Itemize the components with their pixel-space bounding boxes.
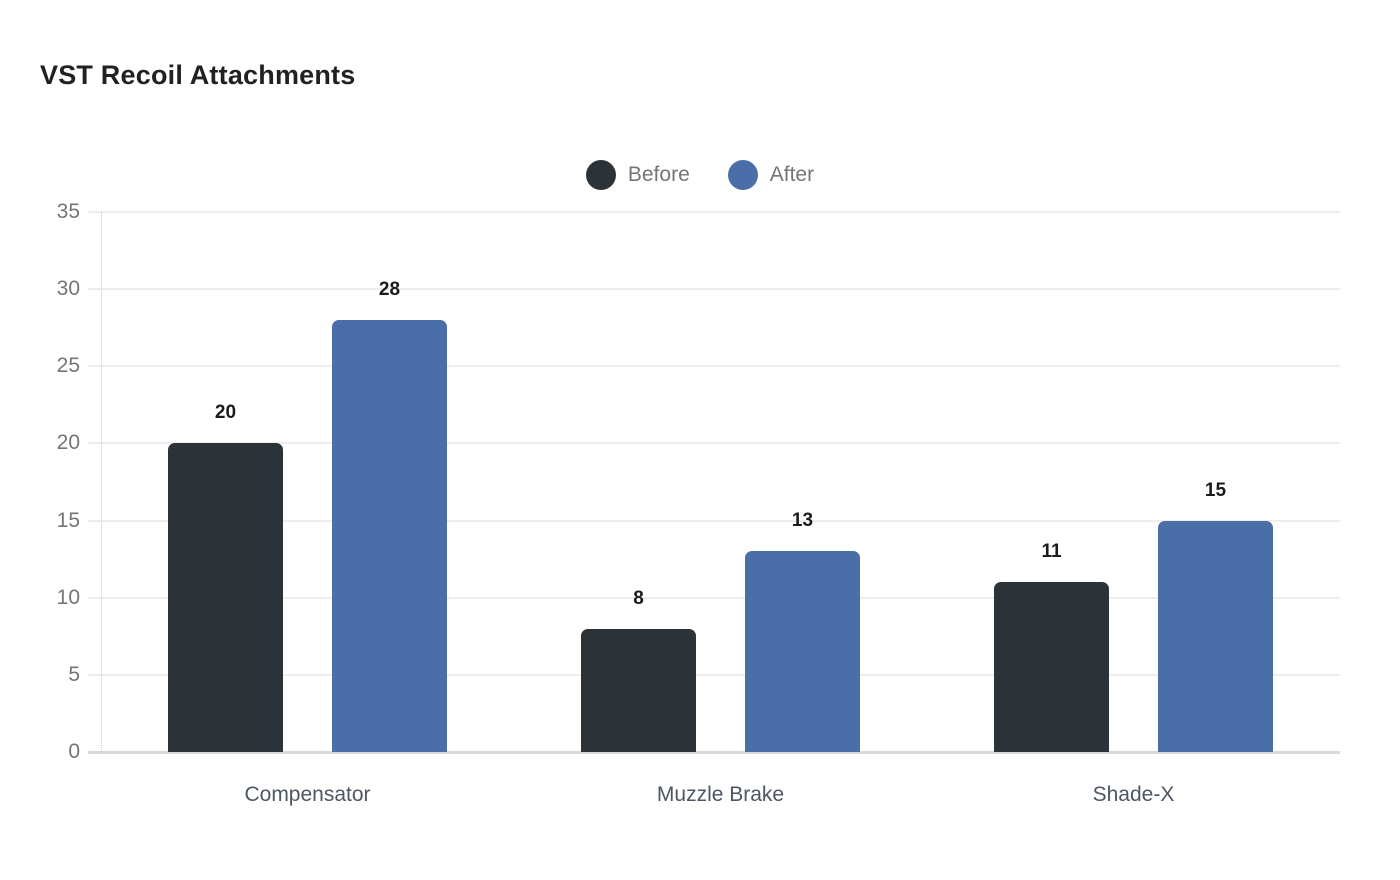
gridline-y-35 (88, 211, 1340, 213)
bar-before-shade-x (994, 582, 1109, 752)
y-tick-label-25: 25 (56, 354, 80, 378)
gridline-y-5 (88, 673, 1340, 676)
legend-label-before: Before (627, 163, 690, 186)
value-label-before-shade-x: 11 (1041, 541, 1062, 563)
chart-title: VST Recoil Attachments (40, 60, 356, 90)
value-label-before-muzzle-brake: 8 (633, 587, 644, 609)
bar-before-muzzle-brake (581, 628, 696, 752)
legend-item-after[interactable]: After (727, 160, 815, 190)
y-tick-label-30: 30 (56, 277, 80, 301)
bar-after-compensator (332, 320, 447, 752)
bar-before-compensator (168, 443, 283, 752)
legend-marker-before-icon (585, 160, 616, 190)
value-label-after-shade-x: 15 (1204, 479, 1227, 501)
gridline-y-25 (88, 365, 1340, 368)
value-label-after-compensator: 28 (378, 279, 401, 300)
bar-after-muzzle-brake (745, 551, 860, 752)
category-label-muzzle-brake: Muzzle Brake (656, 783, 785, 806)
legend-label-after: After (769, 163, 815, 186)
legend-item-before[interactable]: Before (585, 160, 690, 190)
value-label-before-compensator: 20 (214, 402, 237, 424)
legend-marker-after-icon (727, 160, 758, 190)
y-tick-label-15: 15 (56, 508, 80, 532)
bar-after-shade-x (1158, 520, 1273, 752)
category-label-shade-x: Shade-X (1092, 783, 1175, 806)
value-label-after-muzzle-brake: 13 (791, 510, 814, 532)
gridline-y-20 (88, 442, 1340, 445)
gridline-y-30 (88, 288, 1340, 291)
y-tick-label-10: 10 (56, 585, 80, 609)
y-tick-label-0: 0 (68, 740, 80, 763)
gridline-y-10 (88, 596, 1340, 599)
legend: Before After (0, 160, 1400, 190)
y-tick-label-35: 35 (56, 200, 80, 223)
y-axis-line (101, 212, 102, 752)
category-label-compensator: Compensator (244, 783, 371, 806)
y-tick-label-5: 5 (68, 662, 80, 686)
gridline-y-0 (88, 751, 1340, 754)
y-tick-label-20: 20 (56, 431, 80, 455)
gridline-y-15 (88, 519, 1340, 522)
